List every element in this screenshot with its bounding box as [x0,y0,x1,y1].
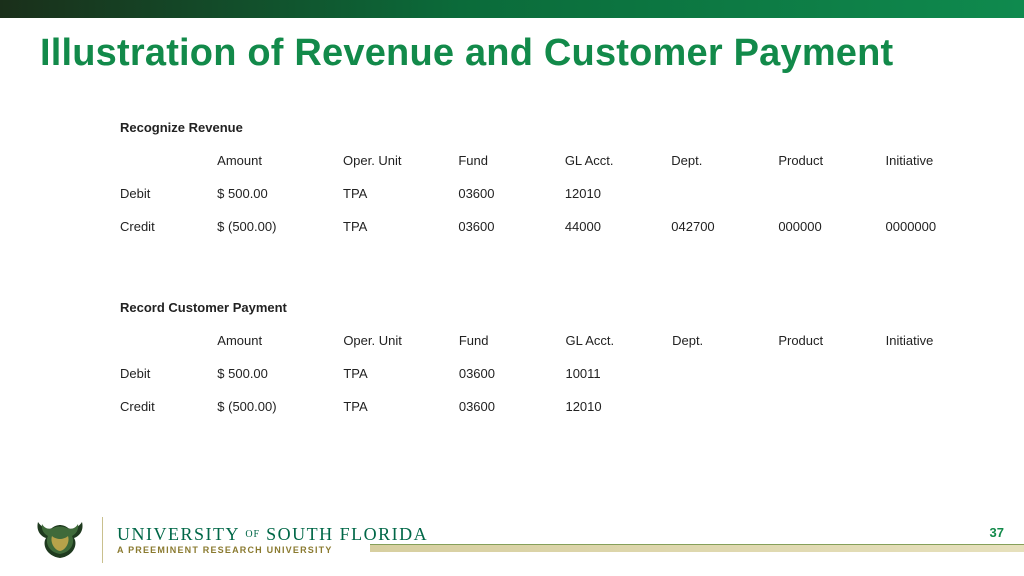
cell-prod: 000000 [778,219,885,252]
content-area: Recognize Revenue Amount Oper. Unit Fund… [120,120,984,480]
cell-prod [778,399,885,432]
cell-amount: $ 500.00 [217,366,343,399]
cell-fund: 03600 [458,219,564,252]
col-glacct: GL Acct. [565,333,672,366]
usf-logo: UNIVERSITY OF SOUTH FLORIDA A PREEMINENT… [32,516,428,564]
cell-gl: 12010 [565,399,672,432]
cell-label: Debit [120,366,217,399]
cell-fund: 03600 [459,366,566,399]
revenue-table: Amount Oper. Unit Fund GL Acct. Dept. Pr… [120,153,984,252]
table-row: Debit $ 500.00 TPA 03600 12010 [120,186,984,219]
wordmark-line1: UNIVERSITY OF SOUTH FLORIDA [117,525,428,544]
wordmark-university: UNIVERSITY [117,524,239,544]
cell-prod [778,366,885,399]
payment-table: Amount Oper. Unit Fund GL Acct. Dept. Pr… [120,333,984,432]
wordmark-tagline: A PREEMINENT RESEARCH UNIVERSITY [117,546,428,555]
col-blank [120,153,217,186]
cell-ou: TPA [343,399,459,432]
wordmark-rest: SOUTH FLORIDA [266,524,428,544]
cell-init: 0000000 [886,219,985,252]
cell-dept [672,366,778,399]
cell-label: Credit [120,219,217,252]
cell-init [886,366,984,399]
col-operunit: Oper. Unit [343,153,458,186]
cell-dept [672,399,778,432]
cell-label: Debit [120,186,217,219]
usf-wordmark: UNIVERSITY OF SOUTH FLORIDA A PREEMINENT… [117,525,428,555]
top-accent-bar [0,0,1024,18]
cell-gl: 44000 [565,219,671,252]
cell-fund: 03600 [458,186,564,219]
col-blank [120,333,217,366]
col-glacct: GL Acct. [565,153,671,186]
cell-init [886,399,984,432]
section-heading: Record Customer Payment [120,300,984,315]
cell-gl: 12010 [565,186,671,219]
footer-accent-bar [370,544,1024,552]
cell-ou: TPA [343,219,458,252]
usf-bull-icon [32,516,88,564]
col-initiative: Initiative [886,333,984,366]
footer: 37 UNIVERSITY OF SOUTH FLORIDA A PREEMIN… [0,498,1024,576]
col-operunit: Oper. Unit [343,333,459,366]
cell-amount: $ 500.00 [217,186,343,219]
table-header-row: Amount Oper. Unit Fund GL Acct. Dept. Pr… [120,153,984,186]
cell-fund: 03600 [459,399,566,432]
cell-dept [671,186,778,219]
cell-init [886,186,985,219]
cell-label: Credit [120,399,217,432]
col-initiative: Initiative [886,153,985,186]
cell-amount: $ (500.00) [217,399,343,432]
col-product: Product [778,333,885,366]
wordmark-of: OF [245,529,260,540]
table-row: Debit $ 500.00 TPA 03600 10011 [120,366,984,399]
col-product: Product [778,153,885,186]
col-amount: Amount [217,153,343,186]
logo-divider [102,517,103,563]
section-heading: Recognize Revenue [120,120,984,135]
col-fund: Fund [458,153,564,186]
cell-prod [778,186,885,219]
table-row: Credit $ (500.00) TPA 03600 12010 [120,399,984,432]
cell-amount: $ (500.00) [217,219,343,252]
cell-gl: 10011 [565,366,672,399]
col-dept: Dept. [672,333,778,366]
cell-ou: TPA [343,186,458,219]
col-amount: Amount [217,333,343,366]
cell-dept: 042700 [671,219,778,252]
page-title: Illustration of Revenue and Customer Pay… [0,18,1024,75]
table-row: Credit $ (500.00) TPA 03600 44000 042700… [120,219,984,252]
page-number: 37 [990,525,1004,540]
col-dept: Dept. [671,153,778,186]
col-fund: Fund [459,333,566,366]
cell-ou: TPA [343,366,459,399]
table-header-row: Amount Oper. Unit Fund GL Acct. Dept. Pr… [120,333,984,366]
